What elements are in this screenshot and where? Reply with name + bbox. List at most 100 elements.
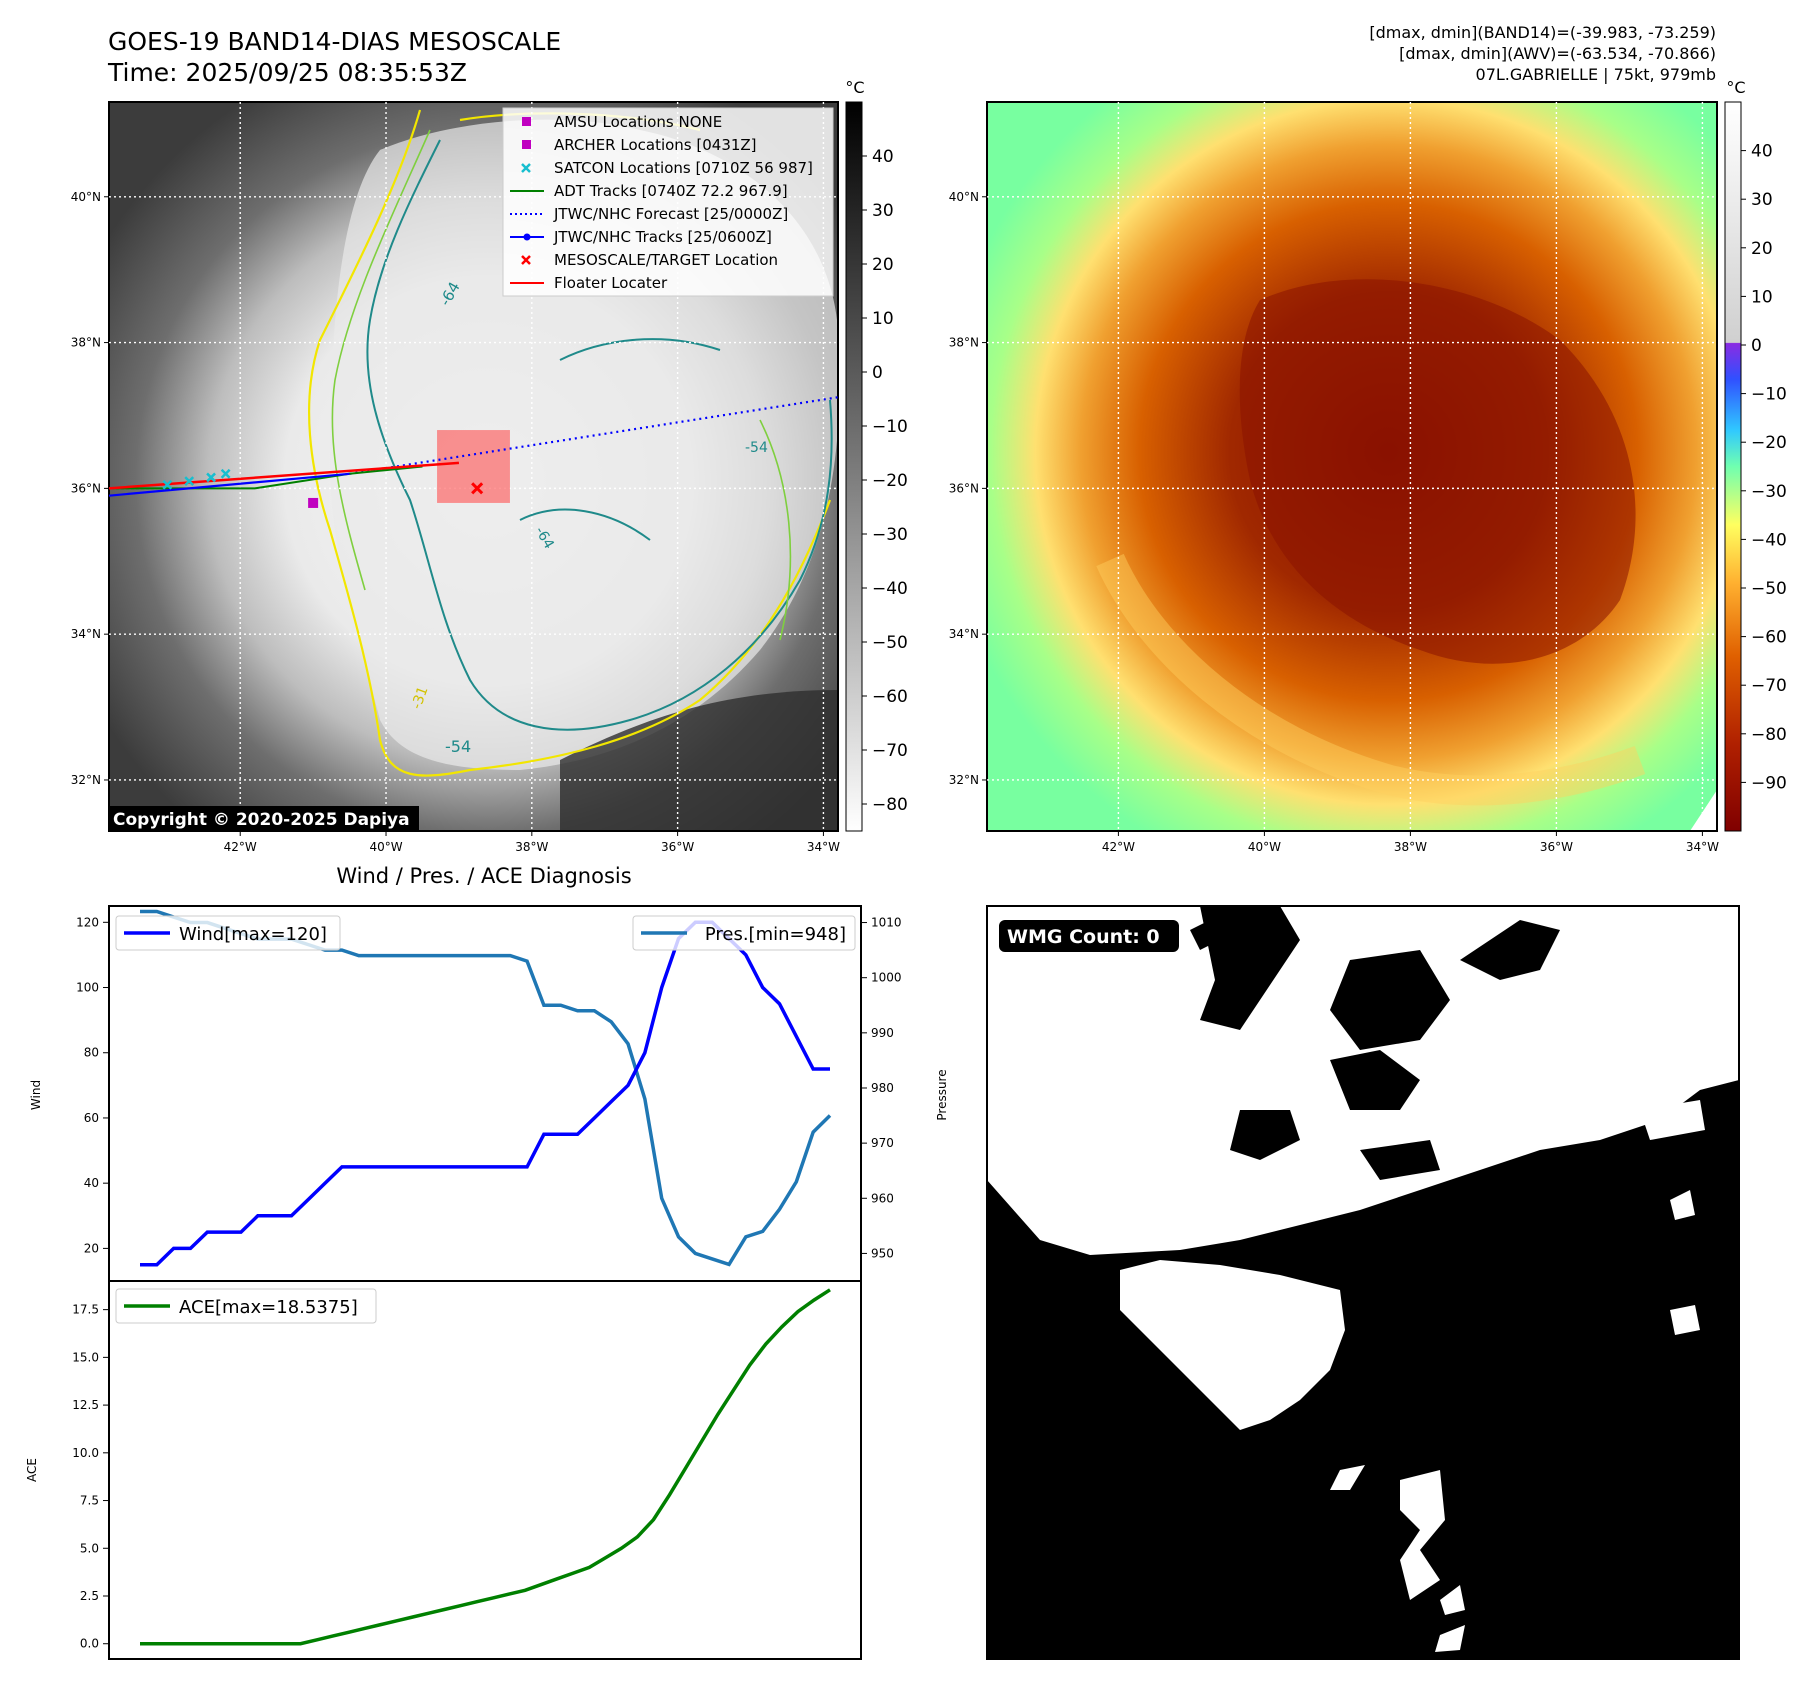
legend-entry: JTWC/NHC Tracks [25/0600Z] <box>510 228 772 246</box>
lon-tick-label: 42°W <box>224 840 257 854</box>
wind-legend-box <box>115 915 341 951</box>
colorbar-tick-label: −50 <box>872 633 908 653</box>
colorbar-tick-label: 40 <box>872 147 894 167</box>
colorbar-tick-label: −80 <box>1751 725 1787 745</box>
lon-tick-label: 38°W <box>1394 840 1427 854</box>
awv-frame <box>986 101 1718 832</box>
ace-tick-label: 10.0 <box>72 1446 99 1460</box>
awv-axis-ticks: 40°N 38°N 36°N 34°N 32°N 42°W 40°W 38°W 36°W 34°W <box>949 190 1719 854</box>
legend-label: AMSU Locations NONE <box>554 113 722 131</box>
satcon-fix <box>206 472 216 483</box>
legend-label: MESOSCALE/TARGET Location <box>554 251 778 269</box>
wmg-white-blob <box>1120 1260 1345 1430</box>
pressure-tick-label: 990 <box>871 1026 894 1040</box>
band14-tracks <box>108 396 839 508</box>
pressure-tick-label: 950 <box>871 1246 894 1260</box>
legend-label: ADT Tracks [0740Z 72.2 967.9] <box>554 182 788 200</box>
lat-tick-label: 40°N <box>71 190 101 204</box>
info-line3: 07L.GABRIELLE | 75kt, 979mb <box>1476 65 1716 84</box>
lat-tick-label: 34°N <box>71 627 101 641</box>
satcon-fix <box>162 479 173 490</box>
legend-entry: ARCHER Locations [0431Z] <box>522 136 757 154</box>
contour-green <box>331 129 792 641</box>
pressure-tick-label: 960 <box>871 1191 894 1205</box>
legend-entry: Floater Locater <box>510 274 668 292</box>
colorbar-tick-label: 40 <box>1751 142 1773 162</box>
contour-label: -54 <box>445 737 471 756</box>
colorbar-tick-label: 30 <box>1751 190 1773 210</box>
pressure-axis-label: Pressure <box>935 1069 949 1120</box>
band14-colorbar: °C 40 30 20 10 0 −10 −20 −30 −40 −50 −60 −70 −80 <box>845 78 908 832</box>
wmg-badge: WMG Count: 0 <box>1007 926 1160 948</box>
legend-entry: ADT Tracks [0740Z 72.2 967.9] <box>510 182 788 200</box>
colorbar-tick-label: −20 <box>872 471 908 491</box>
wind-tick-label: 60 <box>84 1111 99 1125</box>
dark-band <box>560 690 838 831</box>
legend-entry: JTWC/NHC Forecast [25/0000Z] <box>510 205 788 223</box>
wmg-frame <box>986 905 1740 1660</box>
info-line1: [dmax, dmin](BAND14)=(-39.983, -73.259) <box>1369 23 1716 42</box>
diagnosis-panel: Wind / Pres. / ACE Diagnosis 20 40 60 80 100… <box>25 864 949 1660</box>
ace-series-line <box>140 1288 831 1646</box>
colorbar-tick-label: 30 <box>872 201 894 221</box>
colorbar-tick-label: −40 <box>1751 530 1787 550</box>
ace-tick-label: 5.0 <box>80 1541 99 1555</box>
colorbar-tick-label: −80 <box>872 795 908 815</box>
colorbar-tick-label: 20 <box>1751 239 1773 259</box>
colorbar-tick-label: −10 <box>1751 385 1787 405</box>
legend-label: JTWC/NHC Tracks [25/0600Z] <box>553 228 772 246</box>
ace-tick-label: 0.0 <box>80 1637 99 1651</box>
archer-fix <box>308 497 319 508</box>
pressure-tick-label: 1000 <box>871 971 902 985</box>
wind-tick-label: 100 <box>76 981 99 995</box>
lon-tick-label: 34°W <box>807 840 840 854</box>
lon-tick-label: 38°W <box>515 840 548 854</box>
legend-label: ARCHER Locations [0431Z] <box>554 136 757 154</box>
ace-tick-label: 12.5 <box>72 1398 99 1412</box>
wind-pressure-axes <box>108 905 862 1282</box>
colorbar-tick-label: −30 <box>872 525 908 545</box>
ace-axis-label: ACE <box>25 1458 39 1482</box>
colorbar-tick-label: 0 <box>872 363 883 383</box>
wind-legend-label: Wind[max=120] <box>179 924 327 945</box>
contour-teal <box>366 139 833 731</box>
awv-outer-band <box>1096 553 1646 806</box>
colorbar-tick-label: −20 <box>1751 433 1787 453</box>
colorbar-tick-label: −40 <box>872 579 908 599</box>
wind-tick-label: 40 <box>84 1176 99 1190</box>
pressure-tick-label: 970 <box>871 1136 894 1150</box>
legend-label: SATCON Locations [0710Z 56 987] <box>554 159 813 177</box>
ace-tick-label: 7.5 <box>80 1494 99 1508</box>
wmg-white-specks <box>1330 1100 1705 1652</box>
lat-tick-label: 36°N <box>949 481 979 495</box>
ace-tick-label: 17.5 <box>72 1303 99 1317</box>
lon-tick-label: 42°W <box>1102 840 1135 854</box>
wmg-badge-bg <box>999 920 1179 952</box>
copyright-bg <box>109 806 419 831</box>
ace-tick-label: 15.0 <box>72 1350 99 1364</box>
jtwc-track-line <box>108 472 350 497</box>
main-title-line1: GOES-19 BAND14-DIAS MESOSCALE <box>108 27 561 56</box>
colorbar-tick-label: −30 <box>1751 482 1787 502</box>
pressure-legend-box <box>632 915 856 951</box>
legend-entry: SATCON Locations [0710Z 56 987] <box>521 159 813 177</box>
lat-tick-label: 36°N <box>71 481 101 495</box>
lat-tick-label: 32°N <box>71 773 101 787</box>
pressure-tick-label: 1010 <box>871 916 902 930</box>
colorbar-unit: °C <box>1726 78 1745 97</box>
lat-tick-label: 32°N <box>949 773 979 787</box>
info-line2: [dmax, dmin](AWV)=(-63.534, -70.866) <box>1399 44 1716 63</box>
band14-frame <box>108 101 839 832</box>
satcon-fix <box>220 468 231 479</box>
lon-tick-label: 34°W <box>1686 840 1719 854</box>
lat-tick-label: 38°N <box>71 336 101 350</box>
satcon-fix <box>184 476 195 486</box>
lon-tick-label: 40°W <box>369 840 402 854</box>
wind-tick-label: 20 <box>84 1241 99 1255</box>
awv-map: 40°N 38°N 36°N 34°N 32°N 42°W 40°W 38°W 36°W 34°W <box>949 101 1719 854</box>
pressure-legend-label: Pres.[min=948] <box>705 924 846 945</box>
ace-axes <box>108 1280 862 1660</box>
wind-tick-label: 80 <box>84 1046 99 1060</box>
colorbar-tick-label: −70 <box>872 741 908 761</box>
